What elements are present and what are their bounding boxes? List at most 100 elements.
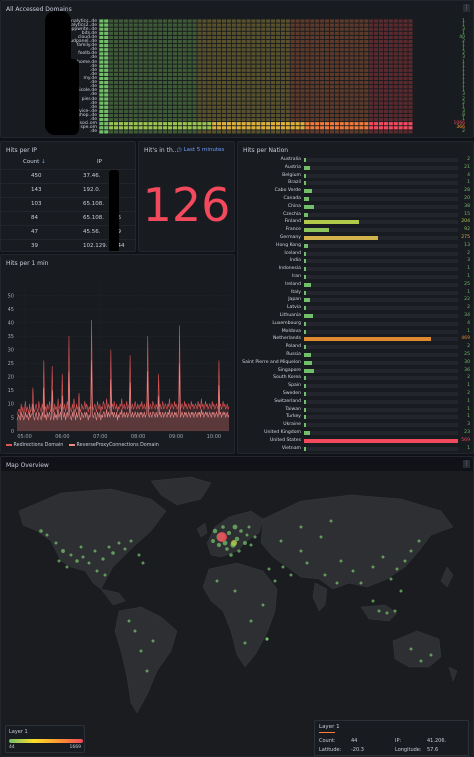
map-marker[interactable] — [409, 647, 413, 651]
nation-row[interactable]: Saint Pierre and Miquelon 30 — [238, 359, 473, 367]
map-marker[interactable] — [249, 619, 253, 623]
map-marker[interactable] — [419, 659, 423, 663]
map-marker[interactable] — [417, 539, 421, 543]
map-marker[interactable] — [103, 573, 107, 577]
nation-row[interactable]: United States 569 — [238, 437, 473, 445]
map-marker[interactable] — [289, 573, 293, 577]
map-marker[interactable] — [93, 549, 97, 553]
map-marker[interactable] — [231, 540, 237, 546]
panel-menu-icon[interactable]: ⋮ — [463, 460, 470, 468]
nation-row[interactable]: Japan 22 — [238, 296, 473, 304]
map-marker[interactable] — [335, 581, 339, 585]
nation-row[interactable]: Finland 204 — [238, 218, 473, 226]
map-marker[interactable] — [222, 540, 228, 546]
column-header-ip[interactable]: IP — [97, 159, 102, 165]
map-marker[interactable] — [253, 535, 257, 539]
map-marker[interactable] — [305, 561, 309, 565]
map-marker[interactable] — [351, 569, 355, 573]
map-marker[interactable] — [299, 525, 303, 529]
map-marker[interactable] — [393, 609, 397, 613]
nation-row[interactable]: Hong Kong 13 — [238, 242, 473, 250]
nation-row[interactable]: Austria 21 — [238, 164, 473, 172]
map-marker[interactable] — [61, 549, 65, 553]
nation-row[interactable]: Poland 2 — [238, 343, 473, 351]
nation-row[interactable]: Iran 1 — [238, 273, 473, 281]
map-marker[interactable] — [399, 589, 403, 593]
map-marker[interactable] — [234, 536, 240, 542]
nation-row[interactable]: Italy 1 — [238, 289, 473, 297]
nation-row[interactable]: Indonesia 1 — [238, 265, 473, 273]
map-marker[interactable] — [233, 589, 237, 593]
map-marker[interactable] — [225, 547, 229, 551]
map-marker[interactable] — [226, 530, 232, 536]
map-marker[interactable] — [95, 569, 99, 573]
map-marker[interactable] — [141, 561, 145, 565]
map-marker[interactable] — [323, 573, 327, 577]
map-marker[interactable] — [273, 579, 277, 583]
map-marker[interactable] — [239, 529, 243, 533]
nation-row[interactable]: Belgium 4 — [238, 172, 473, 180]
map-marker-hot[interactable] — [217, 532, 227, 542]
map-marker[interactable] — [139, 649, 143, 653]
time-range-picker[interactable]: ◷ Last 5 minutes — [177, 147, 224, 153]
map-marker[interactable] — [69, 553, 73, 557]
map-marker[interactable] — [385, 611, 389, 615]
map-marker[interactable] — [267, 567, 271, 571]
nation-row[interactable]: Luxembourg 4 — [238, 320, 473, 328]
map-marker[interactable] — [279, 539, 283, 543]
map-marker[interactable] — [129, 539, 133, 543]
map-marker[interactable] — [247, 525, 251, 529]
nation-row[interactable]: Latvia 2 — [238, 304, 473, 312]
map-marker[interactable] — [39, 529, 43, 533]
map-marker[interactable] — [249, 543, 253, 547]
map-marker[interactable] — [329, 519, 333, 523]
legend-item-reverse-proxy[interactable]: ReverseProxyConnections Domain — [69, 443, 159, 448]
map-marker[interactable] — [79, 545, 83, 549]
map-marker[interactable] — [211, 539, 215, 543]
map-marker[interactable] — [117, 541, 121, 545]
nation-row[interactable]: Taiwan 1 — [238, 406, 473, 414]
map-marker[interactable] — [389, 577, 393, 581]
map-marker[interactable] — [45, 533, 49, 537]
nation-row[interactable]: Singapore 36 — [238, 367, 473, 375]
map-marker[interactable] — [151, 639, 155, 643]
nation-row[interactable]: France 92 — [238, 226, 473, 234]
map-marker[interactable] — [409, 549, 413, 553]
map-marker[interactable] — [381, 555, 385, 559]
map-marker[interactable] — [243, 541, 247, 545]
panel-menu-icon[interactable]: ⋮ — [463, 4, 470, 12]
nation-row[interactable]: Moldova 1 — [238, 328, 473, 336]
nation-row[interactable]: Brazil 1 — [238, 179, 473, 187]
map-marker[interactable] — [145, 669, 149, 673]
map-marker[interactable] — [57, 559, 61, 563]
map-marker[interactable] — [371, 599, 375, 603]
map-marker[interactable] — [243, 641, 247, 645]
map-marker[interactable] — [359, 581, 363, 585]
nation-row[interactable]: Germany 275 — [238, 234, 473, 242]
map-marker[interactable] — [75, 559, 79, 563]
map-marker[interactable] — [429, 653, 433, 657]
map-marker[interactable] — [299, 549, 303, 553]
nation-row[interactable]: United Kingdom 23 — [238, 429, 473, 437]
nation-row[interactable]: China 38 — [238, 203, 473, 211]
map-marker[interactable] — [232, 524, 238, 530]
map-marker[interactable] — [281, 565, 285, 569]
column-header-count[interactable]: Count ↓ — [23, 159, 46, 165]
map-marker[interactable] — [237, 549, 241, 553]
map-marker[interactable] — [229, 553, 233, 557]
map-marker[interactable] — [65, 565, 69, 569]
map-marker[interactable] — [87, 561, 91, 565]
nation-row[interactable]: Turkey 1 — [238, 413, 473, 421]
map-marker[interactable] — [123, 547, 127, 551]
map-marker[interactable] — [221, 525, 225, 529]
map-marker[interactable] — [395, 567, 399, 571]
nation-row[interactable]: Cabo Verde 28 — [238, 187, 473, 195]
map-marker[interactable] — [133, 629, 137, 633]
nation-row[interactable]: Spain 1 — [238, 382, 473, 390]
nation-row[interactable]: Ukraine 3 — [238, 421, 473, 429]
nation-row[interactable]: Netherlands 469 — [238, 335, 473, 343]
nation-row[interactable]: Ireland 25 — [238, 281, 473, 289]
map-marker[interactable] — [111, 551, 115, 555]
nation-row[interactable]: Australia 2 — [238, 156, 473, 164]
map-marker[interactable] — [319, 535, 323, 539]
